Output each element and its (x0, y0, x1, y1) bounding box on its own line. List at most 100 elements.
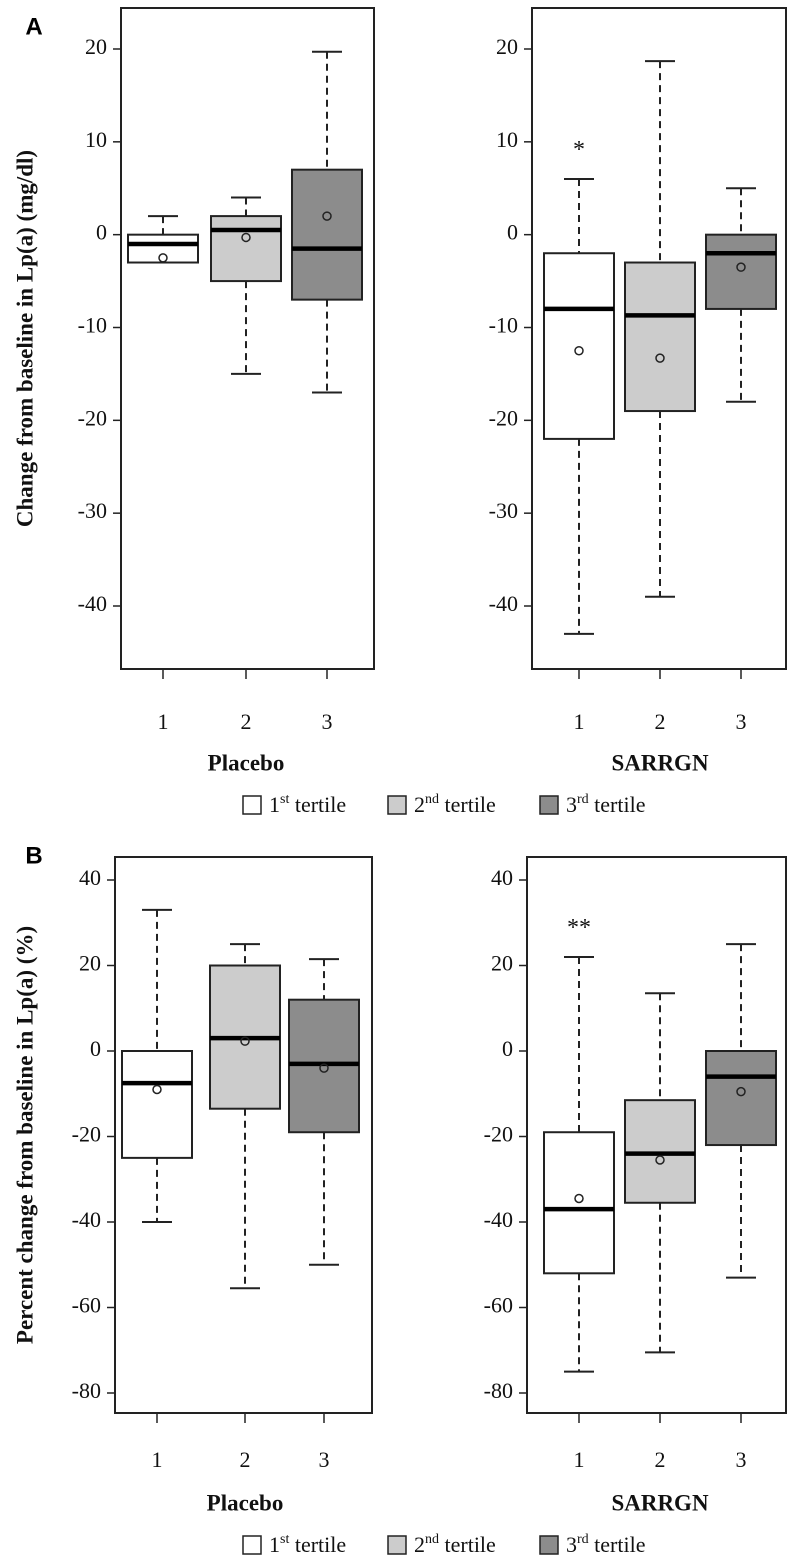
group-label: SARRGN (611, 1490, 709, 1515)
group-label: Placebo (207, 1490, 284, 1515)
x-tick-label: 3 (736, 709, 747, 734)
legend-swatch (539, 795, 559, 815)
x-tick-label: 2 (241, 709, 252, 734)
y-tick-label: 10 (496, 127, 518, 152)
box-3 (288, 958, 360, 1266)
y-tick-label: -60 (72, 1293, 101, 1318)
y-tick-label: 40 (491, 865, 513, 890)
box-3 (291, 50, 363, 394)
iqr-box (624, 261, 696, 413)
iqr-box (705, 1050, 777, 1147)
y-tick-label: 40 (79, 865, 101, 890)
legend: 1st tertile 2nd tertile 3rd tertile (242, 792, 645, 817)
y-tick-label: -20 (72, 1122, 101, 1147)
box-1 (121, 908, 193, 1223)
box-3 (705, 943, 777, 1279)
mean-marker (240, 1036, 250, 1046)
mean-marker (574, 1193, 584, 1204)
iqr-box (291, 168, 363, 301)
panel-b: B Percent change from baseline in Lp(a) (… (12, 842, 787, 1557)
plot-frame (526, 856, 787, 1414)
x-tick-label: 2 (655, 1447, 666, 1472)
y-tick-label: 20 (491, 951, 513, 976)
significance-marker: ** (567, 915, 591, 941)
legend-swatch (387, 1535, 407, 1555)
x-tick-label: 2 (655, 709, 666, 734)
x-tick-label: 1 (158, 709, 169, 734)
legend-swatch (387, 795, 407, 815)
mean-marker (322, 211, 332, 221)
mean-marker (574, 345, 584, 356)
subplot-placebo: 20 10 0 -10 -20 -30 -40 1 2 3 Placebo (78, 7, 375, 775)
x-tick-label: 3 (322, 709, 333, 734)
y-axis-label: Change from baseline in Lp(a) (mg/dl) (12, 150, 37, 527)
iqr-box (210, 215, 282, 283)
box-2 (210, 196, 282, 375)
group-label: SARRGN (611, 750, 709, 775)
box-1 (543, 177, 615, 635)
legend-entry: 1st tertile (269, 792, 346, 817)
y-tick-label: -40 (72, 1207, 101, 1232)
mean-marker (655, 353, 665, 363)
mean-marker (319, 1063, 329, 1073)
subplot-sarrgn: 40 20 0 -20 -40 -60 -80 ** 1 2 3 SARRGN (484, 856, 787, 1515)
y-tick-label: -20 (489, 405, 518, 430)
mean-marker (158, 253, 168, 263)
iqr-box (121, 1050, 193, 1159)
y-tick-label: -60 (484, 1293, 513, 1318)
y-tick-label: 0 (90, 1036, 101, 1061)
legend: 1st tertile 2nd tertile 3rd tertile (242, 1532, 645, 1557)
mean-marker (152, 1084, 162, 1095)
mean-marker (736, 1086, 746, 1097)
box-3 (705, 187, 777, 403)
legend-entry: 2nd tertile (414, 1532, 496, 1557)
legend-entry: 2nd tertile (414, 792, 496, 817)
x-tick-label: 2 (240, 1447, 251, 1472)
x-tick-label: 1 (574, 709, 585, 734)
mean-marker (655, 1155, 665, 1165)
x-tick-label: 1 (152, 1447, 163, 1472)
y-tick-label: 10 (85, 127, 107, 152)
y-tick-label: 0 (507, 220, 518, 245)
plot-frame (531, 7, 787, 670)
y-tick-label: -10 (489, 313, 518, 338)
legend-entry: 1st tertile (269, 1532, 346, 1557)
panel-label: A (25, 13, 42, 40)
legend-swatch (242, 1535, 262, 1555)
box-1 (543, 955, 615, 1373)
legend-entry: 3rd tertile (566, 1532, 645, 1557)
y-tick-label: -20 (484, 1122, 513, 1147)
y-tick-label: -10 (78, 313, 107, 338)
y-tick-label: -80 (72, 1378, 101, 1403)
legend-entry: 3rd tertile (566, 792, 645, 817)
x-tick-label: 3 (319, 1447, 330, 1472)
plot-frame (120, 7, 375, 670)
y-tick-label: 0 (96, 220, 107, 245)
y-tick-label: -40 (484, 1207, 513, 1232)
box-2 (624, 992, 696, 1354)
y-tick-label: 20 (85, 34, 107, 59)
y-tick-label: -40 (78, 591, 107, 616)
plot-frame (114, 856, 373, 1414)
x-tick-label: 1 (574, 1447, 585, 1472)
significance-marker: * (573, 137, 585, 163)
y-tick-label: -80 (484, 1378, 513, 1403)
legend-swatch (539, 1535, 559, 1555)
y-tick-label: 20 (79, 951, 101, 976)
box-2 (209, 943, 281, 1290)
box-2 (624, 60, 696, 598)
mean-marker (736, 262, 746, 272)
y-tick-label: -30 (78, 498, 107, 523)
y-tick-label: 0 (502, 1036, 513, 1061)
y-tick-label: -30 (489, 498, 518, 523)
group-label: Placebo (208, 750, 285, 775)
y-tick-label: 20 (496, 34, 518, 59)
subplot-placebo: 40 20 0 -20 -40 -60 -80 1 2 3 Placebo (72, 856, 373, 1515)
y-axis-label: Percent change from baseline in Lp(a) (%… (12, 926, 37, 1344)
legend-swatch (242, 795, 262, 815)
x-tick-label: 3 (736, 1447, 747, 1472)
box-1 (127, 215, 199, 264)
panel-label: B (25, 842, 42, 869)
